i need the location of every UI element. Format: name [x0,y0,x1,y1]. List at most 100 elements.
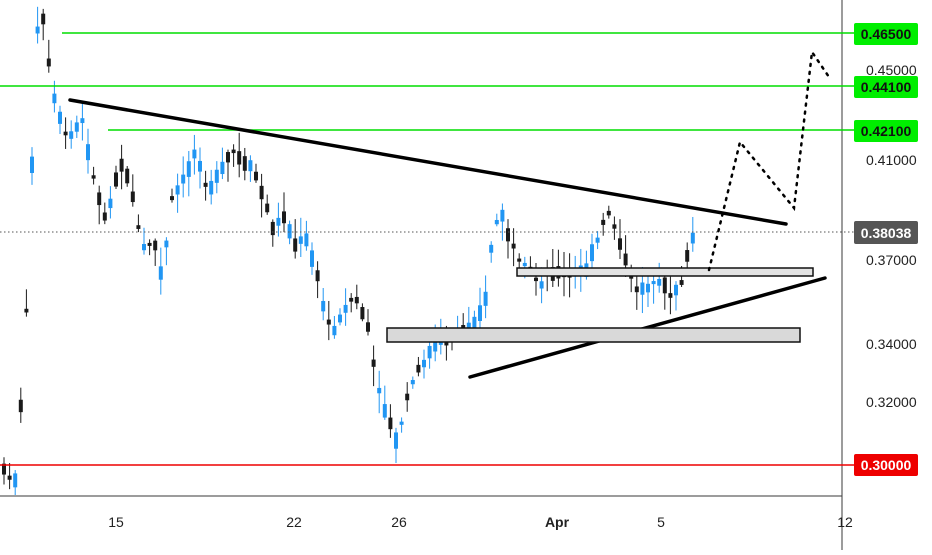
candle-body [242,156,247,171]
candle-body [192,149,197,159]
candle-body [326,319,331,325]
candle-body [399,421,404,425]
candle-body [226,152,230,163]
candle-body [338,314,342,323]
y-tick-label: 0.32000 [866,394,917,410]
candle-body [483,291,488,306]
candle-body [522,262,527,267]
candle-body [58,111,62,124]
level-badge-0.465: 0.46500 [854,23,918,45]
price-levels [0,32,858,466]
candle-body [2,463,6,475]
candle-body [293,238,298,252]
candle-body [119,158,124,172]
candle-body [349,297,354,302]
candle-body [24,308,29,313]
candle-body [298,236,303,244]
candle-body [214,169,219,183]
candle-body [198,160,202,172]
y-tick-label: 0.41000 [866,152,917,168]
resistance-trendline[interactable] [68,98,788,226]
candle-body [18,399,23,413]
candle-body [506,228,510,242]
candle-body [80,118,85,124]
projected-path[interactable] [707,48,831,272]
candle-body [237,151,242,165]
candle-body [86,144,90,161]
candle-body [158,266,163,280]
x-tick-label: Apr [545,514,570,530]
candle-body [354,296,359,304]
y-tick-label: 0.37000 [866,252,917,268]
support-zone-upper[interactable] [516,267,814,277]
y-tick-label: 0.34000 [866,336,917,352]
candle-body [494,219,499,225]
candle-body [147,242,152,246]
level-badge-text: 0.44100 [861,79,912,95]
level-badge-0.421: 0.42100 [854,120,918,142]
candle-body [690,232,695,244]
candle-body [388,417,393,430]
candle-body [170,196,174,201]
candle-body [181,174,186,184]
candle-body [108,198,113,209]
candle-body [287,224,292,239]
candle-body [231,149,236,154]
candle-body [136,225,141,229]
x-tick-label: 22 [286,514,302,530]
level-badge-0.300: 0.30000 [854,454,918,476]
current-price-badge: 0.38038 [854,221,918,244]
candle-body [7,475,12,480]
candle-body [416,364,421,373]
candle-body [500,209,505,222]
candle-body [405,393,410,401]
candle-body [679,280,684,285]
candle-body [422,359,426,368]
x-tick-label: 15 [108,514,124,530]
candle-body [517,258,522,262]
candle-body [478,305,482,321]
candle-body [175,185,180,195]
candle-body [52,93,57,104]
x-tick-label: 5 [657,514,665,530]
candle-body [472,316,477,332]
candle-body [63,131,68,136]
candle-body [97,192,102,206]
candle-body [601,219,606,225]
candle-body [276,217,281,226]
candle-body [366,322,370,332]
candle-body [634,286,639,293]
candle-body [433,337,438,352]
candle-body [371,359,376,367]
time-axis[interactable]: 15 22 26 Apr 5 12 [108,514,853,530]
current-price-text: 0.38038 [861,225,912,241]
candle-body [539,281,544,289]
candle-body [623,253,628,266]
x-tick-label: 26 [391,514,407,530]
candle-body [220,161,225,175]
support-zone-lower[interactable] [386,327,801,343]
candle-body [590,244,594,262]
candle-body [382,404,387,418]
candle-body [248,160,253,172]
candle-body [153,240,158,251]
candle-body [651,281,656,285]
candle-body [186,161,191,177]
candle-body [35,26,40,34]
candle-body [612,224,617,229]
candle-body [91,175,96,179]
level-badge-0.441: 0.44100 [854,76,918,98]
candle-body [595,237,600,243]
price-axis[interactable]: 0.45000 0.41000 0.37000 0.34000 0.32000 [866,62,917,410]
candle-body [685,250,690,262]
candle-body [102,212,107,221]
candle-body [310,250,314,267]
candle-body [69,131,74,139]
candle-body [410,379,415,385]
candle-body [304,233,309,247]
candle-body [164,240,169,248]
level-badge-text: 0.30000 [861,457,912,473]
candle-body [130,191,135,203]
